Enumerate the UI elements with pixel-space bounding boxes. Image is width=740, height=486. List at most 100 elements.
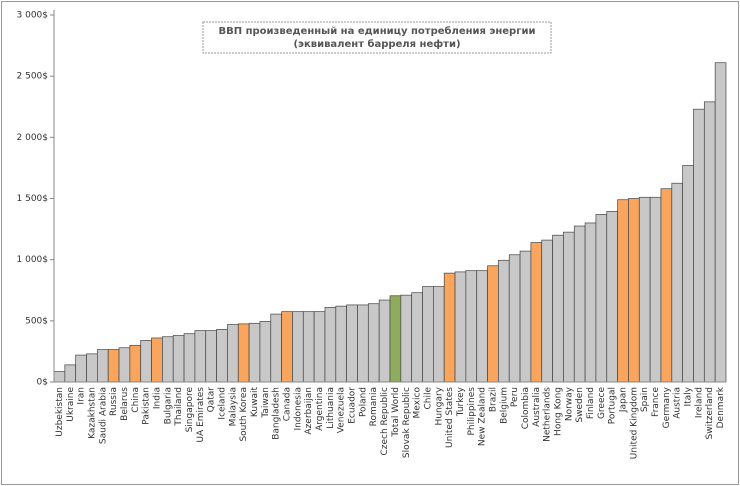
x-tick-label: Norway [564,386,574,421]
bar [162,336,174,383]
y-tick-label: 1 000$ [17,255,49,265]
x-tick-label: Bangladesh [272,387,282,440]
bar [270,313,282,383]
x-tick-label: France [651,387,661,417]
x-tick-label: Belgium [499,387,509,424]
x-tick-label: United States [445,387,455,448]
bar [151,337,163,383]
bar [64,364,77,383]
bar [660,188,673,383]
bar [443,272,456,383]
x-tick-label: Germany [662,386,672,428]
bar [606,210,618,383]
x-tick-label: Kazakhstan [87,387,97,439]
x-tick-label: Mexico [413,387,423,419]
bar [487,265,499,383]
x-tick-label: Kuwait [250,387,260,418]
bar [649,196,662,383]
x-tick-label: United Kingdom [629,387,639,459]
chart-subtitle: (эквивалент барреля нефти) [293,38,460,50]
bar [357,304,369,383]
x-tick-label: Czech Republic [380,387,390,456]
x-tick-label: Iceland [218,387,228,420]
bar [259,321,272,383]
bar [682,165,694,383]
x-tick-label: Saudi Arabia [98,387,108,444]
x-tick-label: Azerbaijan [304,387,314,435]
x-tick-label: Bulgaria [163,387,173,424]
bar [172,335,185,383]
x-tick-label: Slovak Republic [402,387,412,458]
x-tick-label: Canada [283,387,293,421]
bar [541,239,553,383]
bar [216,329,228,383]
x-tick-label: Italy [684,386,694,406]
bar [671,182,683,383]
bar [628,198,640,383]
x-tick-label: Denmark [716,386,726,428]
x-tick-label: Finland [586,387,596,419]
x-tick-label: Hungary [434,386,444,425]
bar [107,349,120,383]
x-tick-label: Belarus [120,387,130,421]
x-tick-label: Romania [369,387,379,426]
x-tick-label: South Korea [239,387,249,442]
bar [595,214,608,383]
x-tick-label: Austria [673,387,683,419]
x-tick-label: Uzbekistan [55,387,65,437]
x-tick-label: Philippines [467,387,477,436]
x-tick-label: Poland [358,387,368,417]
x-tick-label: Iran [77,387,87,405]
x-tick-label: Malaysia [228,387,238,426]
bar [183,333,196,383]
x-tick-label: Hong Kong [554,387,564,436]
bar [129,344,142,383]
bar [367,303,380,383]
x-tick-label: Singapore [185,387,195,433]
bar [237,323,250,383]
bar [205,330,217,383]
y-tick-label: 3 000$ [17,11,49,21]
x-tick-label: Pakistan [142,387,152,425]
x-tick-label: Australia [532,387,542,427]
x-tick-label: Indonesia [293,387,303,431]
bar [378,299,391,383]
bar [552,234,564,383]
x-tick-label: Greece [597,387,607,419]
y-tick-label: 0$ [37,378,48,388]
bar [584,222,597,383]
bar [530,242,543,383]
x-tick-label: Venezuela [337,387,347,433]
bar [97,349,109,383]
bar [281,311,293,383]
bar [118,347,131,383]
x-tick-label: China [131,387,141,413]
y-tick-label: 2 000$ [17,133,49,143]
bar [389,295,402,383]
bar [638,196,651,383]
bar [227,324,239,383]
x-tick-label: Chile [423,387,433,410]
x-tick-label: Ukraine [66,387,76,422]
bar [400,294,413,383]
x-tick-label: Qatar [207,387,217,413]
bar [454,271,467,383]
x-tick-label: Spain [640,387,650,412]
bar [433,286,445,383]
bar [86,353,98,383]
x-tick-label: Thailand [174,387,184,427]
bar [508,254,521,383]
y-tick-label: 1 500$ [17,194,49,204]
bar [313,311,326,383]
bar [703,101,716,383]
x-tick-label: Peru [510,387,520,407]
bar [422,286,434,383]
bar [563,231,575,383]
bar [140,340,152,383]
bar [75,354,87,383]
x-tick-label: Argentina [315,387,325,431]
bar [498,259,510,383]
y-tick-label: 500$ [25,316,48,326]
x-tick-label: Switzerland [705,387,715,440]
